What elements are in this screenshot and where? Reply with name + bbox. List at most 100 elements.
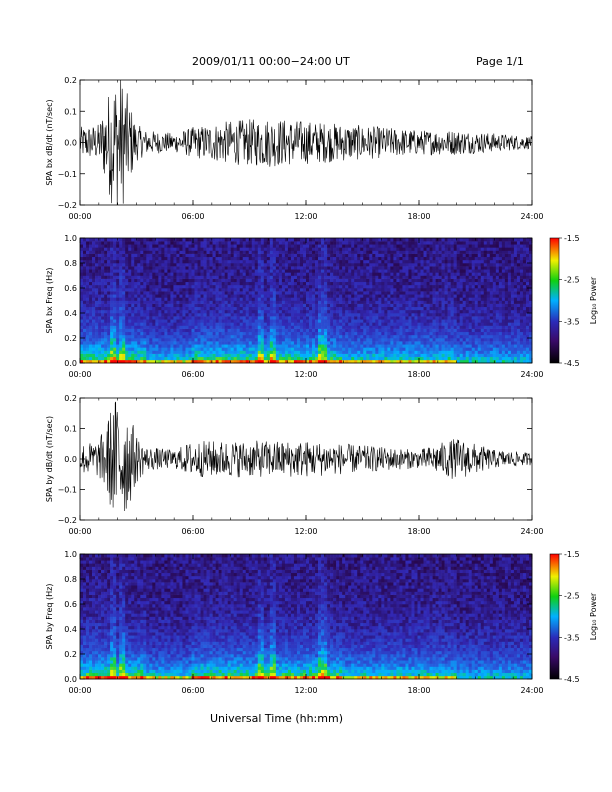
spectrogram-cell [414,300,418,304]
spectrogram-cell [158,284,162,289]
spectrogram-cell [366,297,370,301]
spectrogram-cell [342,275,346,279]
spectrogram-cell [275,238,280,242]
spectrogram-cell [420,284,424,289]
spectrogram-cell [321,344,325,348]
spectrogram-cell [134,325,138,329]
spectrogram-cell [98,344,102,348]
spectrogram-cell [312,359,316,364]
spectrogram-cell [293,250,298,254]
spectrogram-cell [128,341,132,345]
spectrogram-cell [104,359,108,364]
spectrogram-cell [128,272,132,276]
spectrogram-cell [173,303,177,308]
spectrogram-cell [342,334,346,339]
spectrogram-cell [435,266,439,270]
spectrogram-cell [375,297,379,301]
spectrogram-cell [194,294,198,298]
spectrogram-cell [411,272,415,276]
spectrogram-cell [345,244,349,248]
spectrogram-cell [330,259,334,264]
spectrogram-cell [239,247,244,251]
spectrogram-cell [260,238,265,242]
spectrogram-cell [315,241,319,245]
spectrogram-cell [92,291,96,295]
spectrogram-cell [191,297,195,301]
spectrogram-cell [275,269,280,273]
spectrogram-cell [101,269,105,273]
spectrogram-cell [167,263,171,267]
spectrogram-cell [378,300,382,304]
spectrogram-cell [296,306,301,311]
spectrogram-cell [357,356,361,361]
spectrogram-cell [134,300,138,304]
spectrogram-cell [125,288,129,292]
spectrogram-cell [203,263,207,267]
spectrogram-cell [375,341,379,345]
spectrogram-cell [414,275,418,279]
spectrogram-cell [167,300,171,304]
spectrogram-cell [318,316,322,320]
spectrogram-cell [318,347,322,351]
spectrogram-cell [387,250,391,254]
spectrogram-cell [396,250,400,254]
spectrogram-cell [402,334,406,339]
spectrogram-cell [324,313,328,317]
spectrogram-cell [86,334,90,339]
spectrogram-cell [137,347,141,351]
spectrogram-cell [263,291,268,295]
spectrogram-cell [254,241,259,245]
spectrogram-cell [287,288,292,292]
spectrogram-cell [399,297,403,301]
spectrogram-cell [306,278,310,283]
spectrogram-cell [80,263,84,267]
spectrogram-cell [284,350,289,354]
spectrogram-cell [339,338,343,342]
spectrogram-cell [336,275,340,279]
spectrogram-cell [414,319,418,323]
spectrogram-cell [396,259,400,264]
spectrogram-cell [408,322,412,326]
spectrogram-cell [242,303,247,308]
spectrogram-cell [83,272,87,276]
spectrogram-cell [345,353,349,358]
spectrogram-cell [227,322,231,326]
spectrogram-cell [402,253,406,258]
spectrogram-cell [104,297,108,301]
spectrogram-cell [438,294,442,298]
spectrogram-cell [260,259,265,264]
spectrogram-cell [372,253,376,258]
spectrogram-cell [411,259,415,264]
spectrogram-cell [131,303,135,308]
spectrogram-cell [269,344,274,348]
spectrogram-cell [137,266,141,270]
spectrogram-cell [266,350,271,354]
spectrogram-cell [170,313,174,317]
spectrogram-cell [110,297,114,301]
spectrogram-cell [257,341,262,345]
spectrogram-cell [233,253,237,258]
spectrogram-cell [239,344,244,348]
spectrogram-cell [426,347,430,351]
spectrogram-cell [293,269,298,273]
spectrogram-cell [104,294,108,298]
spectrogram-cell [336,344,340,348]
spectrogram-cell [248,350,253,354]
spectrogram-cell [357,353,361,358]
spectrogram-cell [447,281,451,286]
spectrogram-cell [224,266,228,270]
spectrogram-cell [324,328,328,333]
spectrogram-cell [287,244,292,248]
spectrogram-cell [302,325,307,329]
spectrogram-cell [143,350,147,354]
spectrogram-cell [182,356,186,361]
spectrogram-cell [278,244,283,248]
spectrogram-cell [113,269,117,273]
spectrogram-cell [263,353,268,358]
spectrogram-cell [134,263,138,267]
spectrogram-cell [203,244,207,248]
spectrogram-cell [408,325,412,329]
spectrogram-cell [200,341,204,345]
spectrogram-cell [221,291,225,295]
spectrogram-cell [435,303,439,308]
